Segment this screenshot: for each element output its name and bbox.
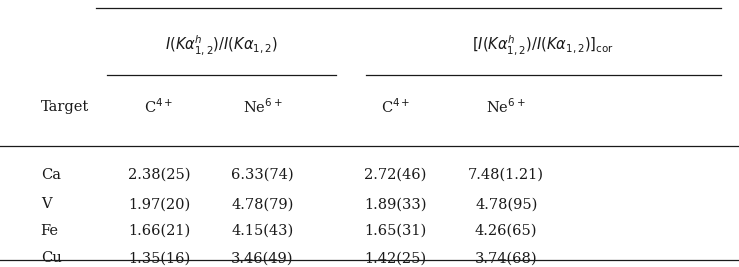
Text: 2.38(25): 2.38(25)	[128, 168, 190, 182]
Text: Ca: Ca	[41, 168, 61, 182]
Text: Target: Target	[41, 100, 89, 114]
Text: 6.33(74): 6.33(74)	[231, 168, 293, 182]
Text: V: V	[41, 197, 51, 211]
Text: 1.42(25): 1.42(25)	[364, 252, 426, 265]
Text: $I(K\alpha^{h}_{1,2})/I(K\alpha_{1,2})$: $I(K\alpha^{h}_{1,2})/I(K\alpha_{1,2})$	[166, 33, 278, 57]
Text: 4.78(79): 4.78(79)	[231, 197, 293, 211]
Text: Cu: Cu	[41, 252, 61, 265]
Text: 1.89(33): 1.89(33)	[364, 197, 426, 211]
Text: 1.66(21): 1.66(21)	[128, 224, 190, 238]
Text: 4.26(65): 4.26(65)	[475, 224, 537, 238]
Text: 2.72(46): 2.72(46)	[364, 168, 426, 182]
Text: Ne$^{6+}$: Ne$^{6+}$	[486, 97, 526, 116]
Text: 4.78(95): 4.78(95)	[475, 197, 537, 211]
Text: Ne$^{6+}$: Ne$^{6+}$	[242, 97, 282, 116]
Text: 1.65(31): 1.65(31)	[364, 224, 426, 238]
Text: $[I(K\alpha^{h}_{1,2})/I(K\alpha_{1,2})]_{\rm cor}$: $[I(K\alpha^{h}_{1,2})/I(K\alpha_{1,2})]…	[472, 33, 614, 57]
Text: C$^{4+}$: C$^{4+}$	[144, 97, 174, 116]
Text: C$^{4+}$: C$^{4+}$	[381, 97, 410, 116]
Text: Fe: Fe	[41, 224, 58, 238]
Text: 1.35(16): 1.35(16)	[128, 252, 190, 265]
Text: 1.97(20): 1.97(20)	[128, 197, 190, 211]
Text: 4.15(43): 4.15(43)	[231, 224, 293, 238]
Text: 3.74(68): 3.74(68)	[475, 252, 537, 265]
Text: 3.46(49): 3.46(49)	[231, 252, 293, 265]
Text: 7.48(1.21): 7.48(1.21)	[469, 168, 544, 182]
